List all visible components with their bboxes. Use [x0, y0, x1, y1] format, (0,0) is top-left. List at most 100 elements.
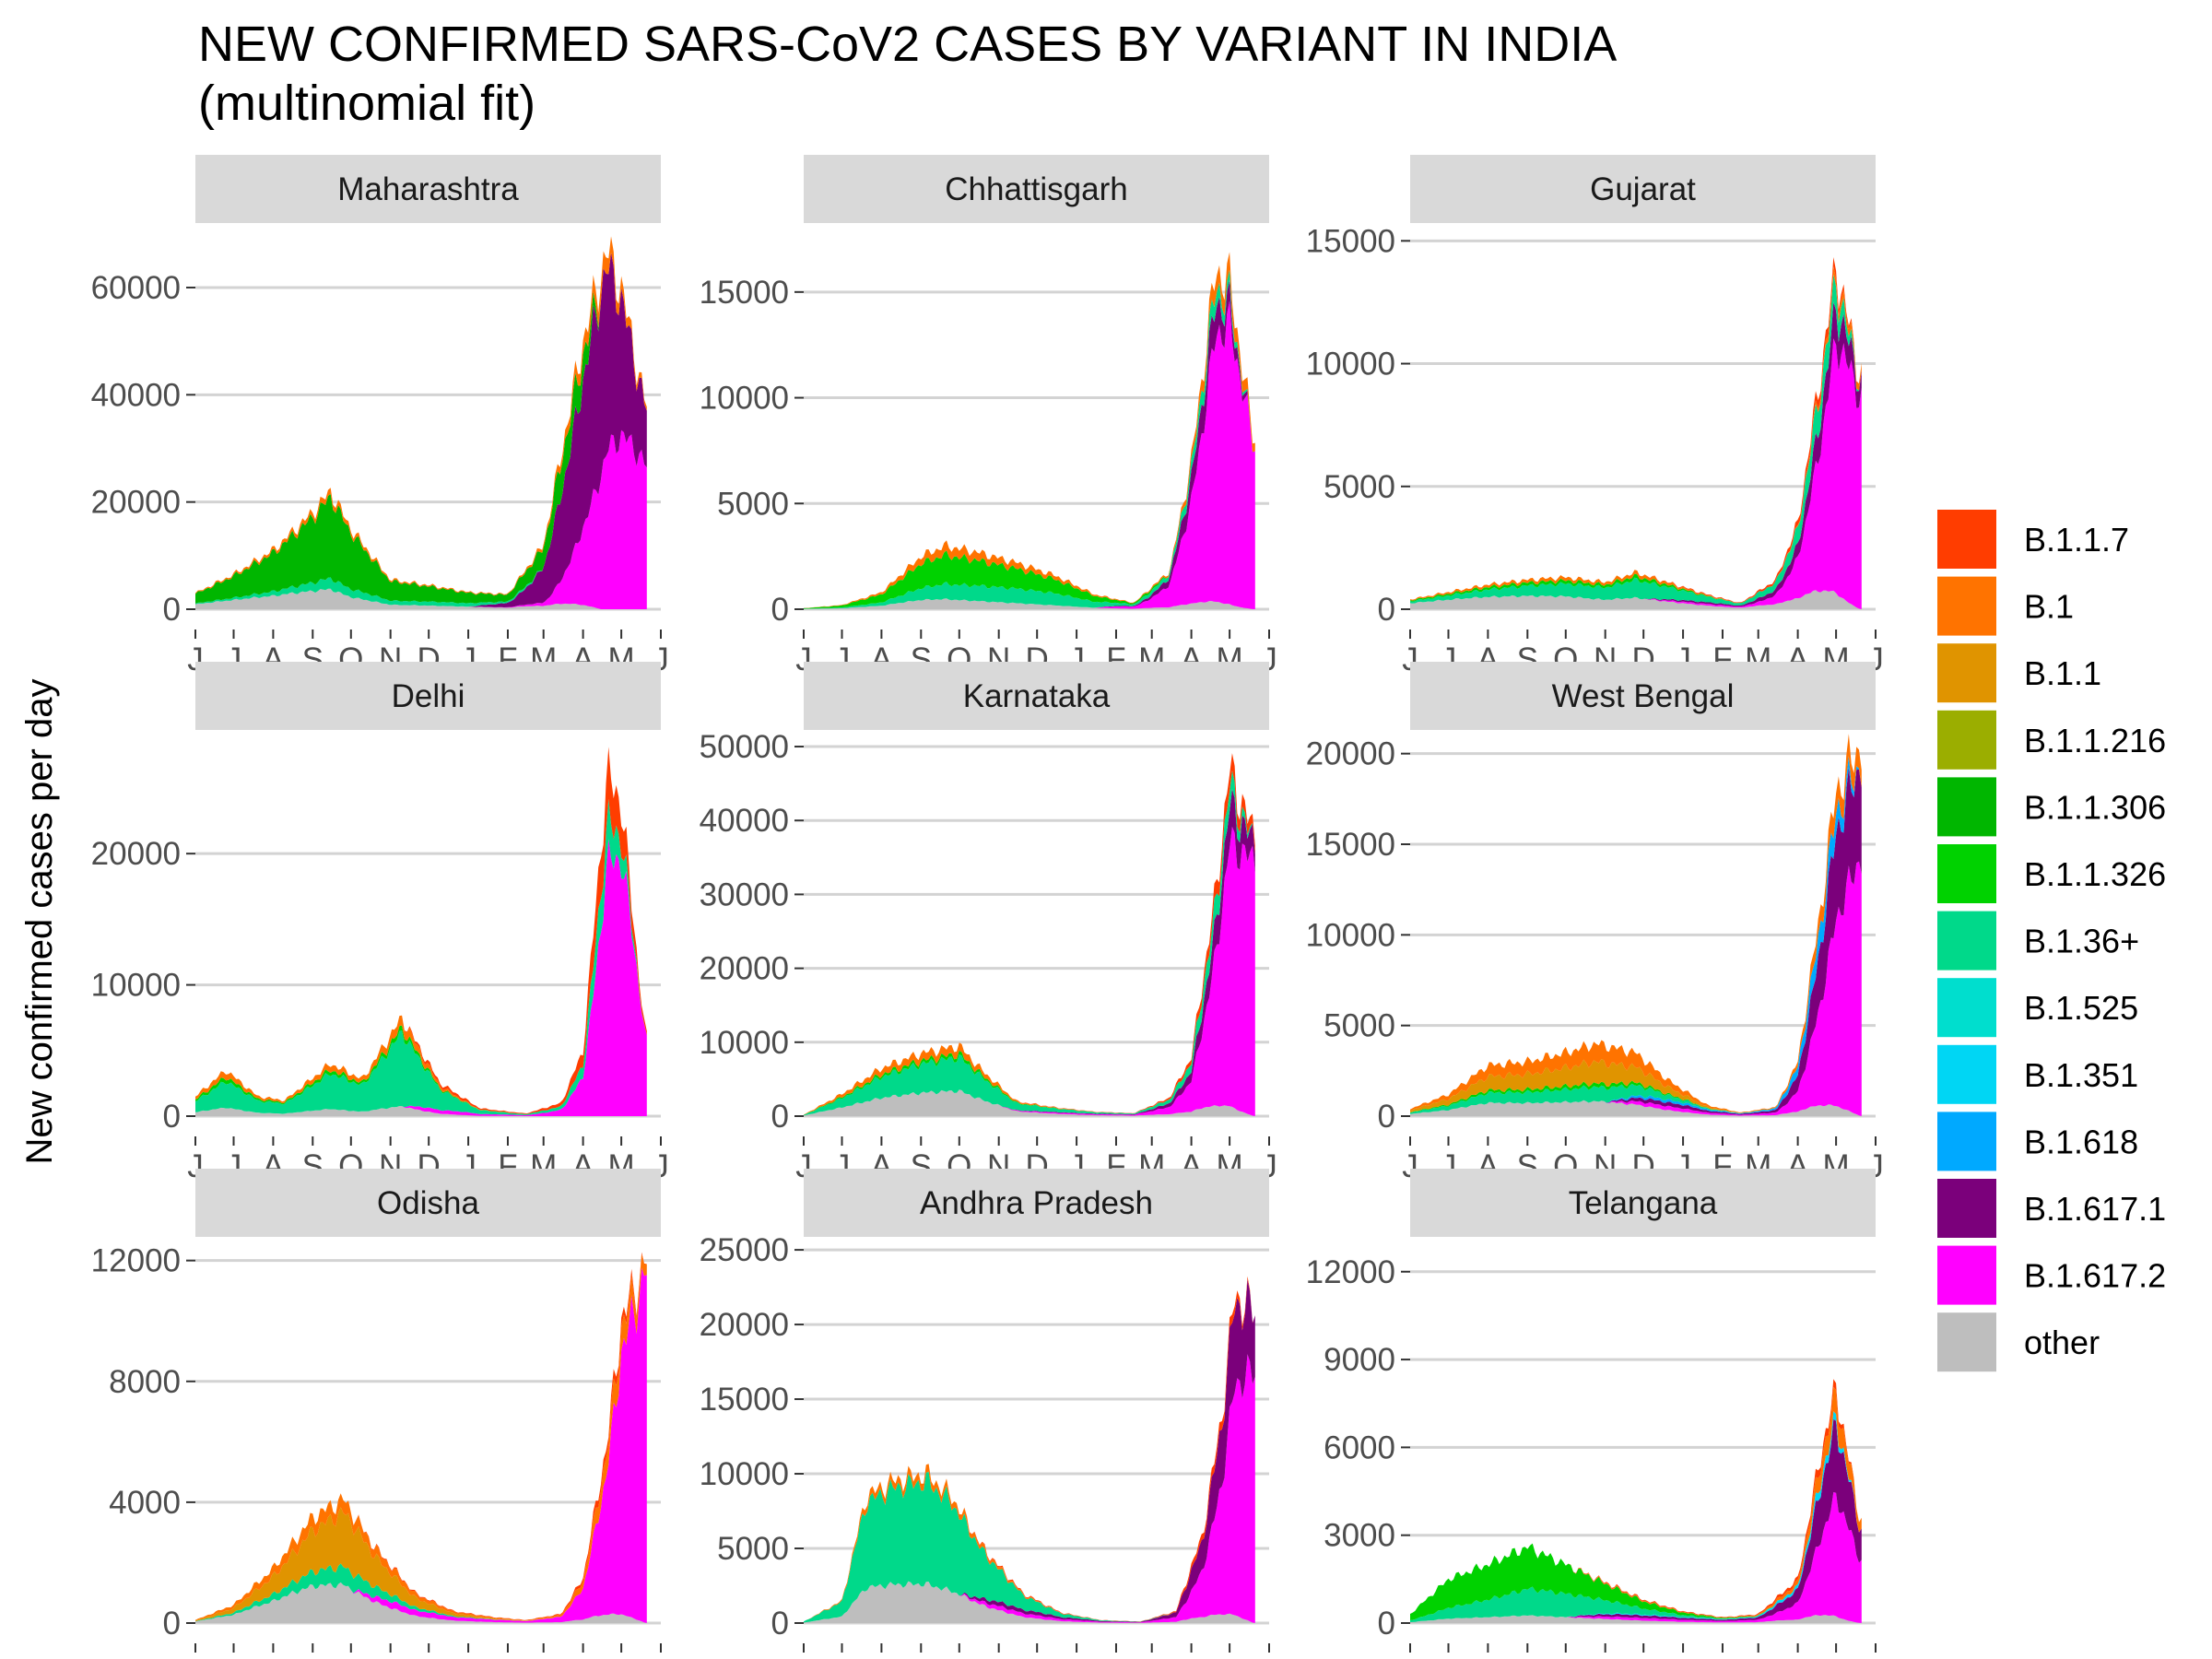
x-tick-label: O — [338, 1655, 363, 1659]
legend-label-b-1-1-326: B.1.1.326 — [2024, 855, 2166, 893]
x-tick-label: J — [795, 1655, 812, 1659]
legend-label-b-1: B.1 — [2024, 588, 2074, 626]
y-tick-label: 0 — [163, 1606, 181, 1641]
panel-odisha: Odisha 0 4000 8000 12000 J J A S O N D J F M A M J — [91, 1169, 669, 1659]
strip-label: Andhra Pradesh — [920, 1185, 1153, 1221]
panel-telangana: Telangana 0 3000 6000 9000 12000 J J A S O N D J F M A M J — [1306, 1169, 1884, 1659]
strip-label: Karnataka — [963, 678, 1111, 714]
y-tick-label: 20000 — [91, 485, 181, 521]
y-tick-label: 8000 — [109, 1364, 181, 1400]
legend-label-b-1-36-: B.1.36+ — [2024, 923, 2139, 960]
x-tick-label: A — [263, 1655, 285, 1659]
area-telangana-other — [1410, 1615, 1862, 1623]
y-tick-label: 10000 — [700, 381, 789, 417]
legend-swatch-b-1-1-7 — [1937, 510, 1996, 569]
strip-label: Telangana — [1569, 1185, 1718, 1221]
area-maharashtra-b-1-617-2 — [195, 429, 647, 609]
y-tick-label: 12000 — [1306, 1254, 1395, 1290]
area-karnataka-b-1-617-2 — [804, 827, 1255, 1116]
x-tick-label: A — [1477, 1655, 1500, 1659]
legend: B.1.1.7 B.1 B.1.1 B.1.1.216 B.1.1.306 B.1.1.3… — [1937, 510, 2166, 1372]
strip-label: Chhattisgarh — [945, 171, 1127, 207]
x-tick-label: J — [187, 1655, 204, 1659]
x-tick-label: J — [653, 1655, 669, 1659]
strip-west-bengal — [1410, 662, 1876, 730]
legend-swatch-b-1-1-306 — [1937, 777, 1996, 837]
y-tick-label: 10000 — [1306, 917, 1395, 953]
y-tick-label: 15000 — [1306, 827, 1395, 863]
legend-swatch-b-1-351 — [1937, 1044, 1996, 1104]
legend-label-b-1-1-306: B.1.1.306 — [2024, 788, 2166, 826]
area-west-bengal-other — [1410, 1100, 1862, 1116]
area-chhattisgarh-other — [804, 598, 1255, 609]
area-karnataka-b-1-1-326 — [804, 771, 1255, 1115]
y-tick-label: 5000 — [717, 1531, 789, 1567]
x-tick-label: O — [1553, 1655, 1578, 1659]
x-tick-label: N — [987, 1655, 1010, 1659]
legend-swatch-b-1 — [1937, 576, 1996, 636]
y-tick-label: 6000 — [1324, 1430, 1395, 1465]
legend-label-b-1-617-1: B.1.617.1 — [2024, 1190, 2166, 1228]
y-tick-label: 15000 — [700, 275, 789, 311]
area-telangana-b-1-1-326 — [1410, 1411, 1862, 1620]
area-chhattisgarh-b-1-617-2 — [804, 300, 1255, 609]
x-tick-label: J — [834, 1655, 851, 1659]
legend-swatch-b-1-36- — [1937, 911, 1996, 971]
legend-label-b-1-1-7: B.1.1.7 — [2024, 521, 2129, 559]
y-tick-label: 20000 — [700, 951, 789, 987]
x-tick-label: F — [498, 1655, 517, 1659]
area-andhra-pradesh-other — [804, 1581, 1255, 1623]
legend-label-b-1-351: B.1.351 — [2024, 1056, 2138, 1094]
y-tick-label: 0 — [163, 592, 181, 628]
y-tick-label: 0 — [163, 1099, 181, 1135]
strip-label: Gujarat — [1590, 171, 1696, 207]
legend-label-b-1-1-216: B.1.1.216 — [2024, 722, 2166, 759]
y-tick-label: 30000 — [700, 877, 789, 912]
x-tick-label: J — [460, 1655, 477, 1659]
legend-swatch-b-1-1-326 — [1937, 844, 1996, 903]
legend-swatch-b-1-525 — [1937, 978, 1996, 1038]
strip-karnataka — [804, 662, 1269, 730]
x-tick-label: N — [1594, 1655, 1617, 1659]
strip-delhi — [195, 662, 661, 730]
area-gujarat-b-1-617-2 — [1410, 338, 1862, 609]
x-tick-label: J — [1441, 1655, 1457, 1659]
y-tick-label: 50000 — [700, 729, 789, 765]
y-tick-label: 20000 — [1306, 736, 1395, 772]
x-tick-label: J — [1867, 1655, 1884, 1659]
legend-label-b-1-525: B.1.525 — [2024, 989, 2138, 1027]
x-tick-label: O — [947, 1655, 971, 1659]
legend-swatch-b-1-617-1 — [1937, 1179, 1996, 1238]
x-tick-label: S — [911, 1655, 932, 1659]
x-tick-label: A — [1181, 1655, 1203, 1659]
x-tick-label: A — [1787, 1655, 1809, 1659]
y-tick-label: 5000 — [1324, 469, 1395, 505]
y-tick-label: 10000 — [91, 968, 181, 1004]
y-tick-label: 10000 — [700, 1456, 789, 1492]
x-tick-label: M — [1745, 1655, 1771, 1659]
y-tick-label: 4000 — [109, 1485, 181, 1521]
x-tick-label: M — [1823, 1655, 1850, 1659]
legend-swatch-b-1-618 — [1937, 1112, 1996, 1171]
y-tick-label: 5000 — [717, 486, 789, 522]
area-andhra-pradesh-b-1-36- — [804, 1278, 1255, 1623]
y-tick-label: 0 — [771, 592, 789, 628]
x-tick-label: M — [608, 1655, 635, 1659]
strip-telangana — [1410, 1169, 1876, 1237]
x-tick-label: M — [530, 1655, 557, 1659]
area-odisha-b-1-1 — [195, 1267, 647, 1622]
area-karnataka-other — [804, 1089, 1255, 1116]
y-tick-label: 3000 — [1324, 1518, 1395, 1554]
area-west-bengal-b-1-617-2 — [1410, 861, 1862, 1116]
area-maharashtra-other — [195, 588, 647, 609]
strip-label: Odisha — [377, 1185, 479, 1221]
strip-label: Maharashtra — [337, 171, 519, 207]
strip-chhattisgarh — [804, 155, 1269, 223]
y-tick-label: 0 — [1378, 1606, 1395, 1641]
x-tick-label: N — [379, 1655, 402, 1659]
y-tick-label: 25000 — [700, 1232, 789, 1268]
